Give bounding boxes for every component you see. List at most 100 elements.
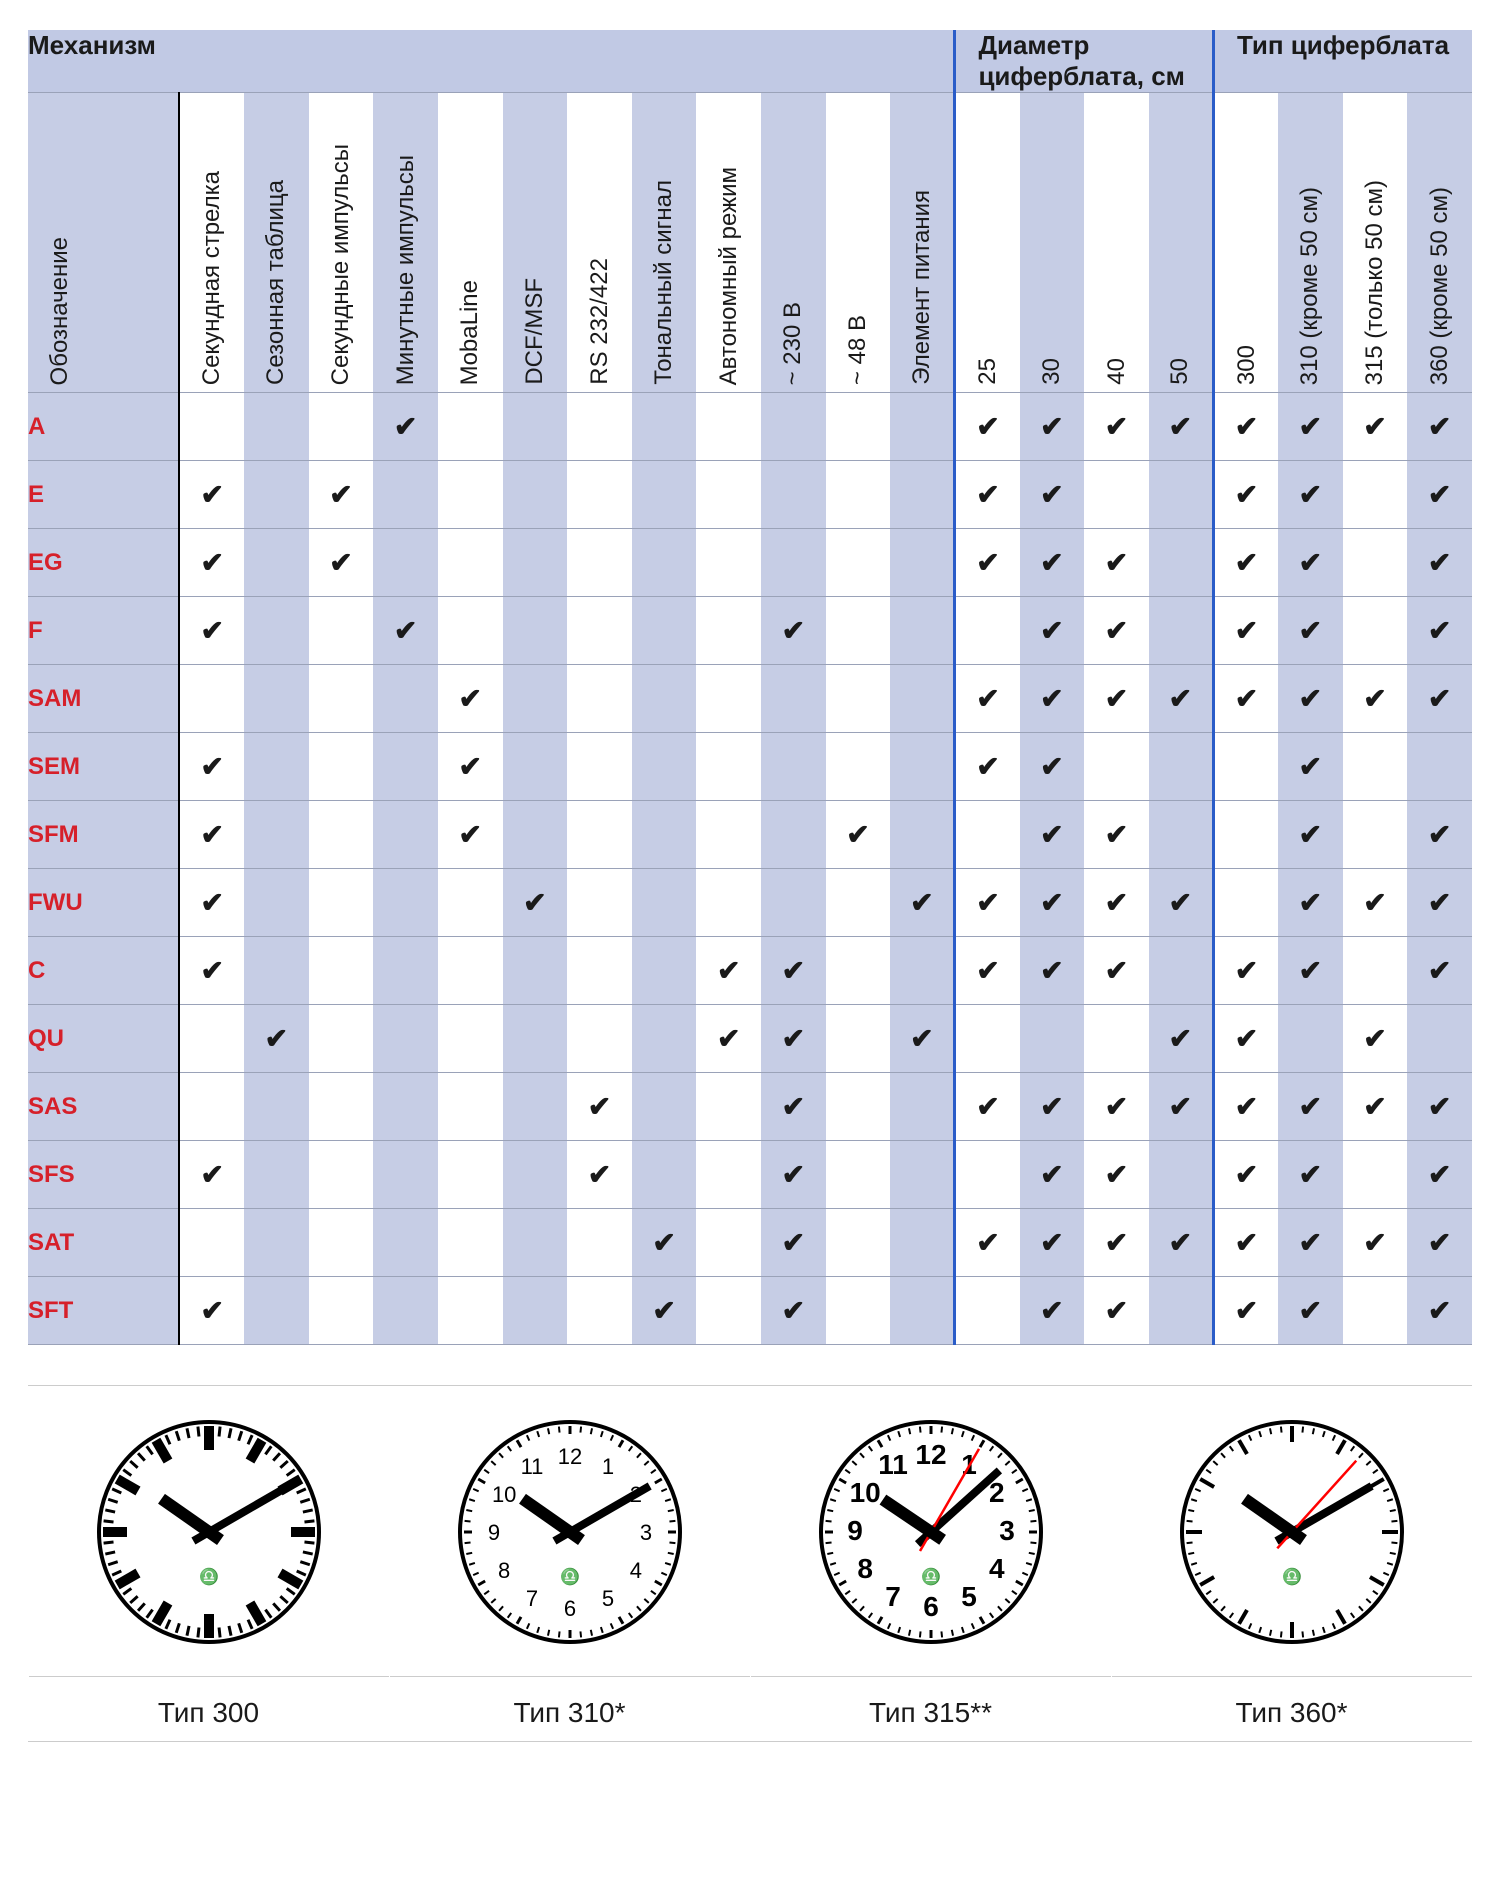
cell: [438, 937, 503, 1005]
cell: [1343, 665, 1408, 733]
cell: [244, 1209, 309, 1277]
cell: [1278, 1209, 1343, 1277]
col-name: Обозначение: [28, 93, 179, 393]
check-icon: [1428, 887, 1451, 918]
check-icon: [1428, 955, 1451, 986]
row-label: E: [28, 461, 179, 529]
col-season: Сезонная таблица: [244, 93, 309, 393]
cell: [955, 1209, 1020, 1277]
cell: [438, 1141, 503, 1209]
row-label: SFM: [28, 801, 179, 869]
cell: [632, 461, 697, 529]
check-icon: [201, 1159, 224, 1190]
cell: [1407, 461, 1472, 529]
col-mobaline: MobaLine: [438, 93, 503, 393]
cell: [761, 665, 826, 733]
cell: [1407, 393, 1472, 461]
check-icon: [1040, 1091, 1063, 1122]
cell: [438, 1005, 503, 1073]
row-label: SEM: [28, 733, 179, 801]
cell: [696, 1073, 761, 1141]
cell: [1278, 869, 1343, 937]
check-icon: [588, 1159, 611, 1190]
cell: [1020, 801, 1085, 869]
check-icon: [459, 819, 482, 850]
check-icon: [976, 751, 999, 782]
cell: [567, 461, 632, 529]
cell: [503, 1005, 568, 1073]
cell: [826, 597, 891, 665]
cell: [1084, 597, 1149, 665]
svg-text:♎: ♎: [1282, 1567, 1302, 1586]
cell: [309, 801, 374, 869]
cell: [373, 869, 438, 937]
cell: [567, 529, 632, 597]
row-EG: EG: [28, 529, 1472, 597]
group-dial: Тип циферблата: [1213, 30, 1472, 93]
cell: [826, 529, 891, 597]
cell: [179, 1005, 244, 1073]
col-t300: 300: [1213, 93, 1278, 393]
cell: [1149, 461, 1214, 529]
cell: [1278, 1277, 1343, 1345]
cell: [503, 1141, 568, 1209]
cell: [761, 733, 826, 801]
cell: [826, 1277, 891, 1345]
check-icon: [588, 1091, 611, 1122]
check-icon: [1235, 1023, 1258, 1054]
cell: [1084, 461, 1149, 529]
check-icon: [1299, 479, 1322, 510]
cell: [955, 393, 1020, 461]
row-label: F: [28, 597, 179, 665]
cell: [1278, 393, 1343, 461]
cell: [1020, 1277, 1085, 1345]
svg-text:♎: ♎: [199, 1567, 219, 1586]
cell: [1407, 1073, 1472, 1141]
cell: [632, 801, 697, 869]
cell: [1343, 1277, 1408, 1345]
cell: [373, 529, 438, 597]
check-icon: [1235, 1295, 1258, 1326]
cell: [761, 1073, 826, 1141]
row-label: SFT: [28, 1277, 179, 1345]
cell: [955, 1005, 1020, 1073]
cell: [179, 869, 244, 937]
check-icon: [1428, 615, 1451, 646]
svg-text:11: 11: [520, 1454, 543, 1479]
cell: [761, 529, 826, 597]
check-icon: [1363, 683, 1386, 714]
cell: [1149, 529, 1214, 597]
svg-text:4: 4: [989, 1553, 1005, 1584]
svg-text:9: 9: [847, 1515, 863, 1546]
cell: [632, 1277, 697, 1345]
check-icon: [976, 479, 999, 510]
check-icon: [717, 955, 740, 986]
check-icon: [782, 1023, 805, 1054]
cell: [373, 1141, 438, 1209]
cell: [1343, 801, 1408, 869]
cell: [826, 1073, 891, 1141]
cell: [1213, 937, 1278, 1005]
cell: [1020, 665, 1085, 733]
cell: [696, 1209, 761, 1277]
svg-text:12: 12: [915, 1439, 946, 1470]
col-auto: Автономный режим: [696, 93, 761, 393]
cell: [1084, 529, 1149, 597]
check-icon: [1363, 1023, 1386, 1054]
cell: [632, 597, 697, 665]
check-icon: [1040, 615, 1063, 646]
cell: [696, 1005, 761, 1073]
cell: [1213, 1277, 1278, 1345]
clock-caption: Тип 310*: [390, 1676, 750, 1729]
cell: [826, 733, 891, 801]
cell: [567, 869, 632, 937]
check-icon: [201, 955, 224, 986]
check-icon: [846, 819, 869, 850]
cell: [244, 1277, 309, 1345]
cell: [826, 1005, 891, 1073]
cell: [309, 597, 374, 665]
cell: [309, 461, 374, 529]
cell: [1020, 1209, 1085, 1277]
cell: [1020, 869, 1085, 937]
cell: [373, 937, 438, 1005]
